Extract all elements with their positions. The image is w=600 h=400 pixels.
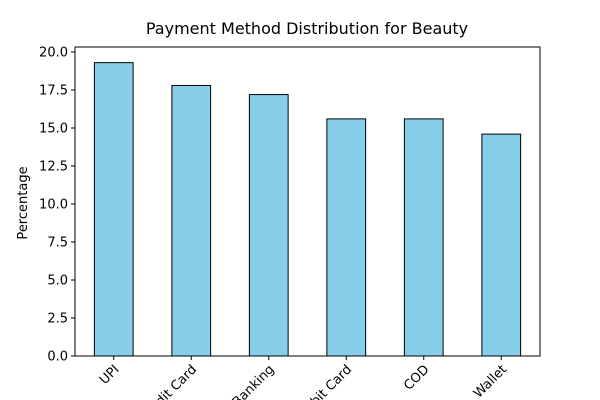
- chart-title: Payment Method Distribution for Beauty: [146, 19, 468, 38]
- bar: [171, 84, 212, 357]
- y-tick-label: 0.0: [47, 350, 68, 365]
- bar: [93, 62, 134, 357]
- y-tick-label: 2.5: [47, 312, 68, 327]
- bar: [481, 133, 522, 357]
- x-tick-label: Net Banking: [211, 362, 278, 400]
- bar: [248, 94, 289, 357]
- y-tick-label: 15.0: [39, 122, 68, 137]
- x-tick-label: COD: [401, 362, 432, 393]
- bar: [403, 118, 444, 357]
- axes-frame: [74, 46, 541, 357]
- y-tick-label: 12.5: [39, 160, 68, 175]
- y-tick-label: 7.5: [47, 236, 68, 251]
- x-tick-label: Debit Card: [295, 362, 355, 400]
- x-tick-label: UPI: [97, 362, 123, 388]
- y-tick-label: 20.0: [39, 46, 68, 61]
- y-tick-label: 10.0: [39, 198, 68, 213]
- x-tick-label: Wallet: [471, 362, 510, 400]
- y-axis-label: Percentage: [16, 166, 31, 239]
- y-tick-label: 5.0: [47, 274, 68, 289]
- y-tick-label: 17.5: [39, 84, 68, 99]
- x-tick-label: Credit Card: [137, 362, 200, 400]
- bar: [326, 118, 367, 357]
